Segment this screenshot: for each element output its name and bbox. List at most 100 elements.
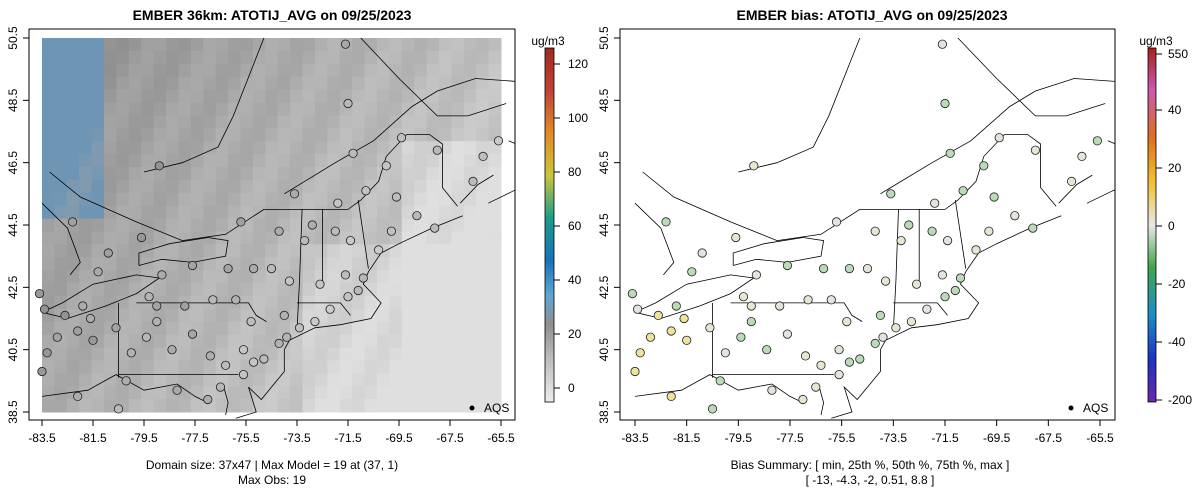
obs-site-marker [60, 310, 70, 320]
grid-cell [327, 283, 341, 297]
grid-cell [352, 38, 366, 52]
grid-cell [190, 63, 204, 78]
grid-cell [302, 386, 316, 400]
obs-site-marker [310, 316, 320, 327]
grid-cell [376, 334, 390, 349]
grid-cell [302, 244, 316, 258]
grid-cell [166, 179, 179, 194]
grid-cell [240, 270, 254, 284]
left-legend-label: AQS [484, 401, 509, 415]
grid-cell [488, 295, 502, 310]
grid-cell [488, 166, 502, 181]
grid-cell [314, 347, 328, 361]
grid-cell [451, 89, 465, 103]
grid-cell [389, 102, 403, 116]
bias-site-marker [707, 404, 718, 414]
grid-cell [252, 270, 266, 284]
grid-cell [488, 347, 502, 361]
grid-cell [104, 115, 117, 129]
obs-site-marker [203, 394, 213, 405]
boundary-line [297, 302, 351, 316]
grid-cell [265, 386, 279, 400]
grid-cell [228, 321, 241, 336]
obs-site-marker [373, 245, 384, 255]
obs-site-marker [289, 189, 300, 199]
grid-cell [389, 50, 403, 65]
grid-cell [166, 102, 179, 116]
bias-site-marker [989, 192, 999, 202]
grid-cell [476, 63, 490, 78]
grid-cell [476, 192, 490, 207]
obs-site-marker [343, 98, 353, 109]
grid-cell [104, 295, 117, 310]
grid-cell [79, 89, 93, 103]
grid-cell [488, 360, 502, 374]
grid-cell [228, 76, 241, 91]
grid-cell [141, 192, 155, 207]
boundary-line [634, 274, 755, 319]
grid-cell [104, 179, 117, 194]
grid-cell [203, 205, 217, 220]
grid-cell [79, 347, 93, 361]
grid-cell [414, 154, 428, 168]
grid-cell [190, 141, 204, 155]
grid-cell [476, 50, 490, 65]
x-tick-label: -71.5 [334, 431, 362, 445]
grid-cell [116, 179, 130, 194]
grid-cell [290, 115, 304, 129]
grid-cell [364, 257, 378, 271]
grid-cell [451, 166, 465, 181]
y-tick-label: 48.5 [597, 88, 611, 112]
grid-cell [277, 115, 291, 129]
bias-site-marker [1010, 211, 1020, 221]
boundary-line [1058, 174, 1093, 204]
bias-site-marker [705, 323, 715, 333]
boundary-line [41, 374, 208, 404]
grid-cell [79, 399, 93, 413]
grid-cell [116, 347, 130, 361]
grid-cell [302, 347, 316, 361]
grid-cell [438, 192, 452, 207]
grid-cell [302, 89, 316, 103]
grid-cell [414, 115, 428, 129]
grid-cell [339, 360, 353, 374]
grid-cell [352, 244, 366, 258]
grid-cell [290, 218, 304, 232]
grid-cell [203, 179, 217, 194]
grid-cell [364, 63, 378, 78]
grid-cell [364, 321, 378, 336]
grid-cell [364, 231, 378, 245]
grid-cell [314, 154, 328, 168]
grid-cell [141, 244, 155, 258]
grid-cell [215, 347, 229, 361]
grid-cell [339, 154, 353, 168]
grid-cell [203, 334, 217, 349]
grid-cell [178, 334, 192, 349]
grid-cell [141, 76, 155, 91]
grid-cell [141, 321, 155, 336]
grid-cell [54, 76, 68, 91]
grid-cell [451, 205, 465, 220]
y-tick-label: 46.5 [6, 151, 20, 175]
grid-cell [54, 141, 68, 155]
grid-cell [376, 360, 390, 374]
grid-cell [190, 399, 204, 413]
grid-cell [265, 115, 279, 129]
grid-cell [153, 179, 167, 194]
grid-cell [290, 141, 304, 155]
bias-site-marker [751, 270, 762, 280]
grid-cell [488, 89, 502, 103]
grid-cell [376, 128, 390, 142]
grid-cell [451, 270, 465, 284]
colorbar-tick-label: 40 [568, 273, 582, 287]
grid-cell [116, 334, 130, 349]
grid-cell [153, 115, 167, 129]
obs-site-marker [391, 192, 402, 202]
grid-cell [228, 141, 241, 155]
grid-cell [190, 166, 204, 181]
x-tick-label: -65.5 [487, 431, 515, 445]
grid-cell [203, 128, 217, 142]
grid-cell [66, 89, 80, 103]
grid-cell [265, 295, 279, 310]
grid-cell [426, 102, 440, 116]
